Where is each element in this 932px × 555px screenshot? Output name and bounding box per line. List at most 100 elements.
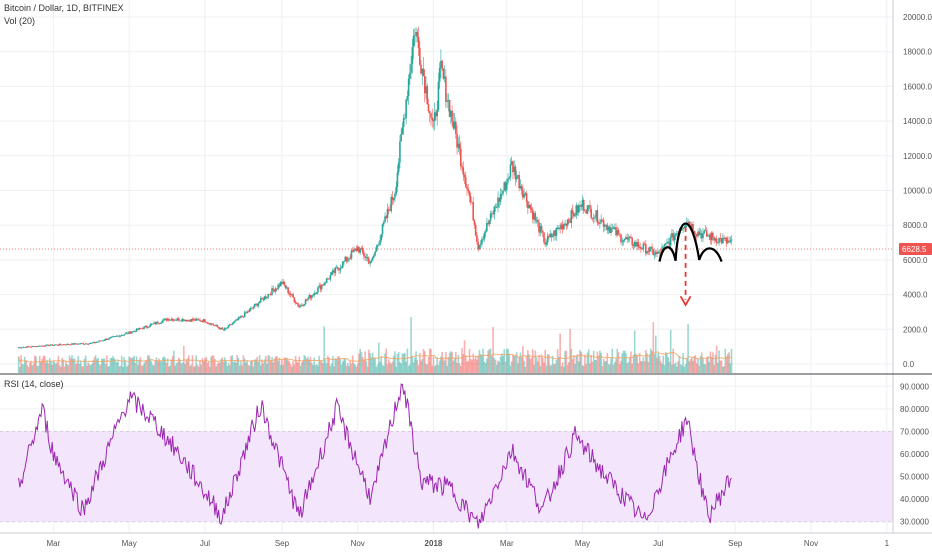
- volume-bar: [48, 358, 51, 373]
- volume-bar: [351, 355, 354, 373]
- candle-body: [658, 251, 661, 253]
- volume-bar: [546, 354, 549, 373]
- volume-bar: [590, 354, 592, 373]
- volume-bar: [107, 366, 109, 373]
- candle-body: [71, 343, 73, 345]
- candle-body: [110, 336, 113, 338]
- volume-bar: [74, 364, 77, 373]
- volume-bar: [200, 364, 203, 373]
- candle-body: [406, 96, 409, 100]
- volume-bar: [294, 355, 297, 373]
- candle-body: [201, 320, 204, 322]
- volume-bar: [517, 363, 519, 373]
- volume-bar: [217, 362, 220, 373]
- candle-body: [530, 208, 533, 211]
- candle-body: [448, 99, 451, 117]
- volume-bar: [568, 362, 570, 373]
- volume-bar: [256, 356, 258, 373]
- volume-bar: [580, 351, 583, 373]
- volume-bar: [401, 353, 404, 373]
- volume-bar: [185, 359, 188, 373]
- volume-bars: [17, 317, 733, 373]
- volume-bar: [26, 365, 29, 373]
- candle-body: [508, 177, 511, 179]
- volume-bar: [587, 349, 590, 373]
- volume-bar: [178, 357, 180, 373]
- candle-body: [507, 178, 509, 182]
- volume-bar: [368, 349, 370, 373]
- candle-body: [446, 100, 448, 102]
- candle-body: [155, 321, 158, 325]
- candle-body: [597, 222, 600, 224]
- volume-bar: [723, 366, 725, 373]
- candle-body: [246, 311, 248, 314]
- volume-bar: [533, 364, 535, 373]
- volume-bar: [524, 366, 527, 373]
- candle-body: [669, 236, 672, 246]
- candle-body: [486, 222, 488, 232]
- candle-body: [38, 345, 41, 347]
- volume-bar: [30, 360, 32, 373]
- volume-bar: [32, 363, 35, 373]
- candle-body: [304, 299, 307, 305]
- volume-bar: [447, 357, 450, 373]
- volume-bar: [363, 359, 365, 373]
- volume-bar: [612, 364, 615, 373]
- volume-bar: [452, 360, 455, 373]
- volume-bar: [27, 366, 30, 373]
- volume-bar: [57, 355, 60, 373]
- volume-bar: [528, 354, 530, 373]
- volume-bar: [556, 349, 559, 373]
- chart-title: Bitcoin / Dollar, 1D, BITFINEX: [4, 3, 124, 13]
- volume-bar: [514, 355, 517, 373]
- candle-body: [319, 285, 322, 290]
- volume-bar: [243, 358, 246, 373]
- candle-body: [195, 318, 198, 321]
- volume-bar: [661, 363, 663, 373]
- volume-bar: [220, 359, 222, 373]
- candle-body: [118, 335, 121, 337]
- candle-body: [584, 210, 586, 212]
- candle-body: [386, 209, 389, 218]
- volume-bar: [389, 362, 391, 373]
- time-tick-label: 1: [885, 539, 890, 548]
- volume-bar: [497, 360, 499, 373]
- candle-body: [378, 244, 380, 246]
- volume-bar: [191, 355, 194, 373]
- candle-body: [20, 347, 22, 349]
- volume-bar: [301, 362, 303, 373]
- volume-bar: [535, 357, 538, 373]
- volume-bar: [432, 356, 435, 373]
- candle-body: [186, 319, 189, 322]
- candle-body: [175, 320, 178, 321]
- candle-body: [322, 284, 324, 286]
- volume-bar: [471, 360, 473, 373]
- volume-bar: [615, 359, 617, 373]
- candle-body: [133, 331, 135, 332]
- candle-body: [40, 345, 42, 347]
- volume-bar: [271, 357, 273, 373]
- volume-bar: [164, 357, 166, 373]
- rsi-tick-label: 30.0000: [900, 518, 929, 527]
- candle-body: [576, 205, 579, 213]
- candle-body: [120, 335, 123, 336]
- candle-body: [69, 344, 72, 346]
- candle-body: [25, 347, 27, 348]
- candle-body: [592, 217, 595, 219]
- candle-body: [455, 121, 457, 134]
- candle-body: [380, 233, 383, 241]
- candle-body: [563, 224, 565, 230]
- price-tag: 6628.5: [899, 242, 932, 255]
- volume-bar: [457, 354, 460, 373]
- volume-bar: [119, 365, 122, 373]
- candle-body: [437, 81, 440, 110]
- rsi-tick-label: 60.0000: [900, 450, 929, 459]
- volume-bar: [684, 363, 687, 373]
- candle-body: [484, 231, 487, 233]
- candle-body: [108, 337, 111, 340]
- candle-body: [123, 334, 126, 336]
- candle-body: [533, 213, 535, 220]
- volume-bar: [677, 361, 679, 373]
- volume-bar: [373, 358, 375, 373]
